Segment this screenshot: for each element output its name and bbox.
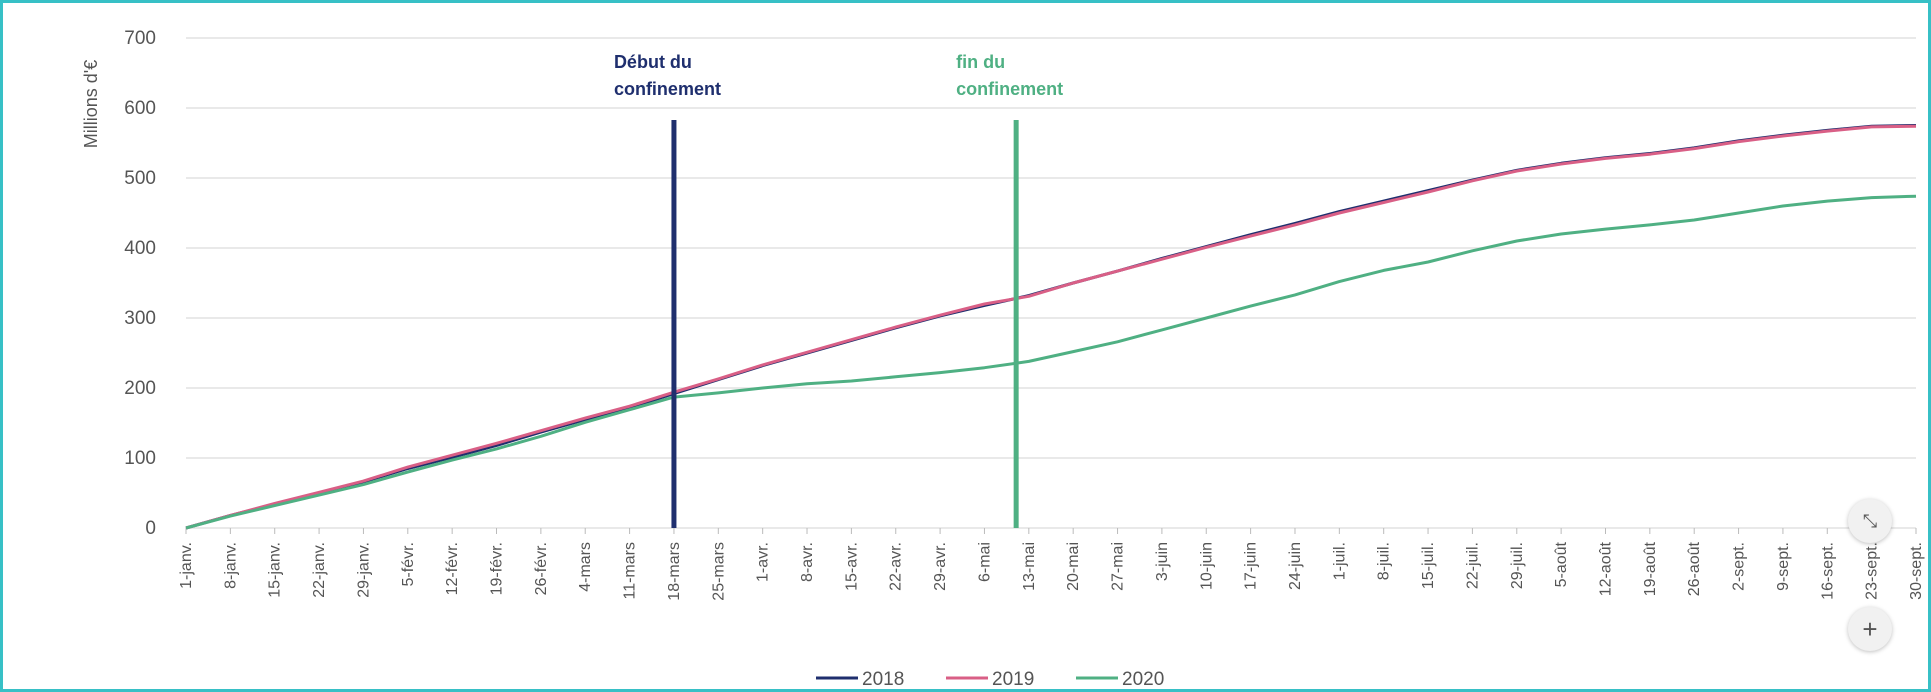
series-lines bbox=[185, 124, 1917, 530]
x-tick-label: 16-sept. bbox=[1819, 542, 1836, 600]
x-tick-label: 8-janv. bbox=[222, 542, 239, 589]
y-tick-label: 300 bbox=[124, 308, 156, 329]
x-tick-label: 13-mai bbox=[1021, 542, 1038, 591]
x-tick-label: 24-juin bbox=[1287, 542, 1304, 590]
x-tick-label: 11-mars bbox=[622, 542, 639, 600]
x-tick-label: 15-janv. bbox=[267, 542, 284, 598]
x-tick-label: 1-janv. bbox=[178, 542, 195, 589]
collapse-button[interactable]: ⤡ bbox=[1848, 499, 1892, 543]
x-tick-label: 15-avr. bbox=[843, 542, 860, 591]
x-tick-label: 15-juil. bbox=[1420, 542, 1437, 589]
x-tick-label: 2-sept. bbox=[1731, 542, 1748, 591]
x-tick-label: 19-août bbox=[1642, 541, 1659, 596]
y-tick-label: 700 bbox=[124, 28, 156, 49]
x-tick-label: 29-avr. bbox=[932, 542, 949, 591]
x-axis-ticks: 1-janv. 8-janv. 15-janv. 22-janv. 29-janv. 5-… bbox=[178, 528, 1925, 601]
x-tick-label: 26-août bbox=[1686, 541, 1703, 596]
y-tick-label: 0 bbox=[145, 518, 156, 539]
x-tick-label: 19-févr. bbox=[489, 542, 506, 595]
collapse-icon: ⤡ bbox=[1862, 511, 1878, 531]
x-tick-label: 20-mai bbox=[1065, 542, 1082, 591]
x-tick-label: 23-sept. bbox=[1864, 542, 1881, 600]
x-tick-label: 22-juil. bbox=[1464, 542, 1481, 589]
x-tick-label: 30-sept. bbox=[1908, 542, 1925, 600]
x-tick-label: 29-juil. bbox=[1509, 542, 1526, 589]
x-tick-label: 6-mai bbox=[976, 542, 993, 582]
zoom-in-button[interactable]: + bbox=[1848, 607, 1892, 651]
x-tick-label: 22-janv. bbox=[311, 542, 328, 598]
x-tick-label: 12-août bbox=[1597, 541, 1614, 596]
y-axis-ticks: 0 100 200 300 400 500 600 700 bbox=[124, 28, 156, 539]
legend: 2018 2019 2020 bbox=[816, 669, 1164, 690]
annotation-label: Début du bbox=[614, 52, 692, 72]
x-tick-label: 5-août bbox=[1553, 541, 1570, 587]
x-tick-label: 4-mars bbox=[577, 542, 594, 592]
x-tick-label: 3-juin bbox=[1154, 542, 1171, 581]
x-tick-label: 12-févr. bbox=[444, 542, 461, 595]
x-tick-label: 10-juin bbox=[1198, 542, 1215, 590]
y-tick-label: 100 bbox=[124, 448, 156, 469]
x-tick-label: 18-mars bbox=[666, 542, 683, 601]
y-tick-label: 500 bbox=[124, 168, 156, 189]
gridlines bbox=[186, 37, 1916, 529]
y-tick-label: 200 bbox=[124, 378, 156, 399]
x-tick-label: 5-févr. bbox=[400, 542, 417, 586]
x-tick-label: 29-janv. bbox=[355, 542, 372, 598]
series-line-2018 bbox=[185, 124, 1917, 530]
x-tick-label: 22-avr. bbox=[888, 542, 905, 591]
line-chart: 0 100 200 300 400 500 600 700 1-janv. 8-janv. 15-… bbox=[81, 28, 1925, 690]
legend-label: 2019 bbox=[992, 669, 1034, 690]
y-axis-label: Millions d'€ bbox=[81, 60, 101, 148]
annotation-label: fin du bbox=[956, 52, 1005, 72]
x-tick-label: 8-juil. bbox=[1376, 542, 1393, 580]
y-tick-label: 400 bbox=[124, 238, 156, 259]
x-tick-label: 8-avr. bbox=[799, 542, 816, 582]
x-tick-label: 25-mars bbox=[710, 542, 727, 601]
x-tick-label: 1-avr. bbox=[755, 542, 772, 582]
series-line-2019 bbox=[185, 124, 1917, 530]
annotation-label: confinement bbox=[614, 79, 721, 99]
x-tick-label: 9-sept. bbox=[1775, 542, 1792, 591]
annotation-label: confinement bbox=[956, 79, 1063, 99]
x-tick-label: 26-févr. bbox=[533, 542, 550, 595]
plus-icon: + bbox=[1862, 613, 1878, 644]
annotations: Début du confinement fin du confinement bbox=[614, 52, 1063, 528]
x-tick-label: 27-mai bbox=[1110, 542, 1127, 591]
legend-label: 2018 bbox=[862, 669, 904, 690]
x-tick-label: 17-juin bbox=[1243, 542, 1260, 590]
legend-label: 2020 bbox=[1122, 669, 1164, 690]
y-tick-label: 600 bbox=[124, 98, 156, 119]
x-tick-label: 1-juil. bbox=[1331, 542, 1348, 580]
series-line-2020 bbox=[185, 194, 1917, 530]
